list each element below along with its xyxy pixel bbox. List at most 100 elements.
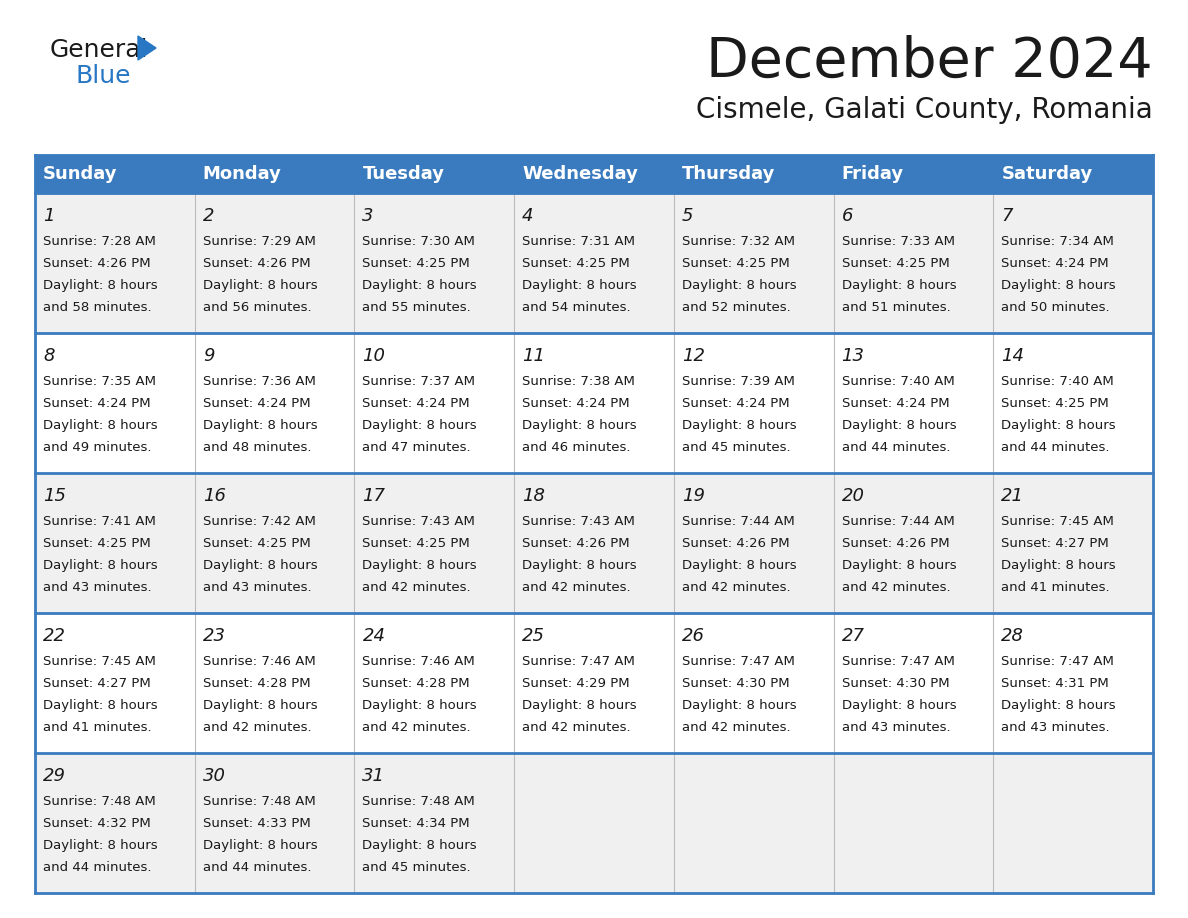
Text: Sunday: Sunday (43, 165, 118, 183)
Text: 13: 13 (841, 347, 865, 365)
Text: Daylight: 8 hours: Daylight: 8 hours (203, 559, 317, 572)
Text: Sunset: 4:24 PM: Sunset: 4:24 PM (43, 397, 151, 410)
Text: Sunset: 4:25 PM: Sunset: 4:25 PM (203, 537, 310, 550)
Text: and 43 minutes.: and 43 minutes. (203, 581, 311, 594)
Text: Sunset: 4:27 PM: Sunset: 4:27 PM (1001, 537, 1110, 550)
Text: and 43 minutes.: and 43 minutes. (1001, 721, 1110, 734)
Text: Sunset: 4:31 PM: Sunset: 4:31 PM (1001, 677, 1110, 690)
Text: Daylight: 8 hours: Daylight: 8 hours (682, 699, 796, 712)
Text: and 42 minutes.: and 42 minutes. (682, 581, 790, 594)
Text: Sunrise: 7:37 AM: Sunrise: 7:37 AM (362, 375, 475, 388)
Text: 4: 4 (523, 207, 533, 225)
Text: Sunset: 4:25 PM: Sunset: 4:25 PM (362, 257, 470, 270)
Text: Daylight: 8 hours: Daylight: 8 hours (1001, 419, 1116, 432)
Text: 16: 16 (203, 487, 226, 505)
Bar (34, 155, 1154, 193)
Text: Daylight: 8 hours: Daylight: 8 hours (43, 699, 158, 712)
Text: Sunrise: 7:32 AM: Sunrise: 7:32 AM (682, 235, 795, 248)
Text: Sunrise: 7:41 AM: Sunrise: 7:41 AM (43, 515, 156, 528)
Text: 5: 5 (682, 207, 694, 225)
Text: Sunset: 4:34 PM: Sunset: 4:34 PM (362, 817, 470, 830)
Text: Sunrise: 7:48 AM: Sunrise: 7:48 AM (203, 795, 316, 808)
Text: 28: 28 (1001, 627, 1024, 645)
Text: Daylight: 8 hours: Daylight: 8 hours (362, 419, 478, 432)
Text: 30: 30 (203, 767, 226, 785)
Text: Sunset: 4:25 PM: Sunset: 4:25 PM (523, 257, 630, 270)
Text: Daylight: 8 hours: Daylight: 8 hours (841, 559, 956, 572)
Text: 10: 10 (362, 347, 385, 365)
Text: 25: 25 (523, 627, 545, 645)
Text: and 48 minutes.: and 48 minutes. (203, 441, 311, 454)
Text: Sunrise: 7:39 AM: Sunrise: 7:39 AM (682, 375, 795, 388)
Text: and 44 minutes.: and 44 minutes. (43, 861, 152, 874)
Text: and 44 minutes.: and 44 minutes. (1001, 441, 1110, 454)
Text: and 46 minutes.: and 46 minutes. (523, 441, 631, 454)
Text: Daylight: 8 hours: Daylight: 8 hours (43, 559, 158, 572)
Text: 3: 3 (362, 207, 374, 225)
Text: Sunrise: 7:48 AM: Sunrise: 7:48 AM (43, 795, 156, 808)
Text: Sunrise: 7:48 AM: Sunrise: 7:48 AM (362, 795, 475, 808)
Text: 7: 7 (1001, 207, 1013, 225)
Text: Thursday: Thursday (682, 165, 776, 183)
Text: and 42 minutes.: and 42 minutes. (362, 721, 472, 734)
Text: Sunset: 4:28 PM: Sunset: 4:28 PM (362, 677, 470, 690)
Text: Daylight: 8 hours: Daylight: 8 hours (523, 559, 637, 572)
Text: Daylight: 8 hours: Daylight: 8 hours (203, 279, 317, 292)
Text: Sunset: 4:27 PM: Sunset: 4:27 PM (43, 677, 151, 690)
Text: 23: 23 (203, 627, 226, 645)
Text: Sunrise: 7:35 AM: Sunrise: 7:35 AM (43, 375, 156, 388)
Text: 12: 12 (682, 347, 704, 365)
Text: and 45 minutes.: and 45 minutes. (362, 861, 472, 874)
Text: and 54 minutes.: and 54 minutes. (523, 301, 631, 314)
Text: Wednesday: Wednesday (523, 165, 638, 183)
Text: and 56 minutes.: and 56 minutes. (203, 301, 311, 314)
Text: Sunset: 4:26 PM: Sunset: 4:26 PM (523, 537, 630, 550)
Text: 22: 22 (43, 627, 67, 645)
Text: Daylight: 8 hours: Daylight: 8 hours (1001, 279, 1116, 292)
Text: Sunset: 4:33 PM: Sunset: 4:33 PM (203, 817, 310, 830)
Text: Daylight: 8 hours: Daylight: 8 hours (1001, 699, 1116, 712)
Text: and 50 minutes.: and 50 minutes. (1001, 301, 1110, 314)
Text: Sunrise: 7:40 AM: Sunrise: 7:40 AM (841, 375, 954, 388)
Text: and 42 minutes.: and 42 minutes. (682, 721, 790, 734)
Text: 31: 31 (362, 767, 385, 785)
Text: Sunrise: 7:30 AM: Sunrise: 7:30 AM (362, 235, 475, 248)
Text: Daylight: 8 hours: Daylight: 8 hours (841, 699, 956, 712)
Text: Sunset: 4:30 PM: Sunset: 4:30 PM (841, 677, 949, 690)
Text: and 47 minutes.: and 47 minutes. (362, 441, 472, 454)
Text: Sunset: 4:25 PM: Sunset: 4:25 PM (841, 257, 949, 270)
Text: 6: 6 (841, 207, 853, 225)
Text: 8: 8 (43, 347, 55, 365)
Text: 1: 1 (43, 207, 55, 225)
Text: Sunset: 4:26 PM: Sunset: 4:26 PM (841, 537, 949, 550)
Bar (34, 613, 1154, 753)
Text: Sunrise: 7:45 AM: Sunrise: 7:45 AM (43, 655, 156, 668)
Text: Daylight: 8 hours: Daylight: 8 hours (682, 559, 796, 572)
Text: Daylight: 8 hours: Daylight: 8 hours (43, 279, 158, 292)
Text: Sunrise: 7:45 AM: Sunrise: 7:45 AM (1001, 515, 1114, 528)
Text: and 42 minutes.: and 42 minutes. (203, 721, 311, 734)
Text: 20: 20 (841, 487, 865, 505)
Text: and 45 minutes.: and 45 minutes. (682, 441, 790, 454)
Text: Sunset: 4:24 PM: Sunset: 4:24 PM (523, 397, 630, 410)
Text: and 43 minutes.: and 43 minutes. (841, 721, 950, 734)
Bar (34, 473, 1154, 613)
Text: 24: 24 (362, 627, 385, 645)
Text: Sunrise: 7:44 AM: Sunrise: 7:44 AM (682, 515, 795, 528)
Text: 9: 9 (203, 347, 214, 365)
Text: Sunset: 4:28 PM: Sunset: 4:28 PM (203, 677, 310, 690)
Bar (34, 333, 1154, 473)
Text: Sunset: 4:26 PM: Sunset: 4:26 PM (203, 257, 310, 270)
Text: 17: 17 (362, 487, 385, 505)
Text: 18: 18 (523, 487, 545, 505)
Text: Sunrise: 7:42 AM: Sunrise: 7:42 AM (203, 515, 316, 528)
Text: Sunrise: 7:33 AM: Sunrise: 7:33 AM (841, 235, 955, 248)
Text: Daylight: 8 hours: Daylight: 8 hours (682, 279, 796, 292)
Text: 26: 26 (682, 627, 704, 645)
Text: Daylight: 8 hours: Daylight: 8 hours (43, 419, 158, 432)
Text: Sunrise: 7:46 AM: Sunrise: 7:46 AM (362, 655, 475, 668)
Text: and 58 minutes.: and 58 minutes. (43, 301, 152, 314)
Text: and 51 minutes.: and 51 minutes. (841, 301, 950, 314)
Text: Sunrise: 7:44 AM: Sunrise: 7:44 AM (841, 515, 954, 528)
Text: Saturday: Saturday (1001, 165, 1093, 183)
